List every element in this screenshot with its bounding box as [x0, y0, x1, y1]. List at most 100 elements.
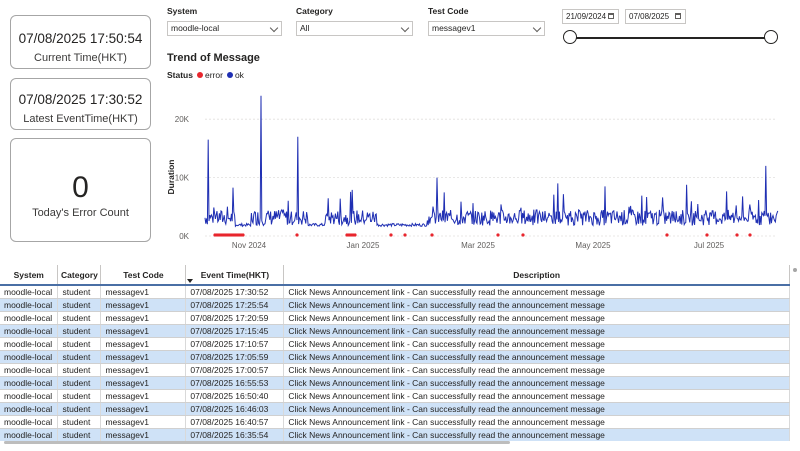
error-point[interactable]: [665, 233, 669, 237]
table-row[interactable]: moodle-local student messagev1 07/08/2025 1…: [0, 376, 790, 390]
latest-event-card: 07/08/2025 17:30:52 Latest EventTime(HKT…: [10, 78, 151, 130]
table-cell: 07/08/2025 17:05:59: [185, 350, 285, 364]
table-cell: student: [57, 285, 102, 299]
system-slicer-label: System: [167, 6, 198, 16]
table-cell: Click News Announcement link - Can succe…: [283, 298, 790, 312]
table-cell: moodle-local: [0, 350, 59, 364]
error-point[interactable]: [241, 233, 245, 237]
date-range-track[interactable]: [570, 37, 771, 39]
event-table: System Category Test Code Event Time(HKT) De…: [0, 265, 790, 441]
chevron-down-icon: [532, 23, 542, 33]
table-cell: student: [57, 324, 102, 338]
error-point[interactable]: [403, 233, 407, 237]
error-point[interactable]: [295, 233, 299, 237]
x-tick-label: Nov 2024: [232, 241, 267, 250]
table-cell: 07/08/2025 17:00:57: [185, 363, 285, 377]
category-dropdown[interactable]: All: [296, 21, 413, 36]
table-cell: moodle-local: [0, 311, 59, 325]
error-point[interactable]: [705, 233, 709, 237]
table-row[interactable]: moodle-local student messagev1 07/08/2025 1…: [0, 350, 790, 364]
table-cell: Click News Announcement link - Can succe…: [283, 402, 790, 416]
table-cell: Click News Announcement link - Can succe…: [283, 428, 790, 441]
table-cell: moodle-local: [0, 402, 59, 416]
table-cell: student: [57, 389, 102, 403]
table-cell: moodle-local: [0, 285, 59, 299]
table-cell: 07/08/2025 17:30:52: [185, 285, 285, 299]
x-tick-label: May 2025: [575, 241, 611, 250]
table-row[interactable]: moodle-local student messagev1 07/08/2025 1…: [0, 363, 790, 377]
error-count-label: Today's Error Count: [32, 207, 129, 219]
error-point[interactable]: [521, 233, 525, 237]
table-cell: moodle-local: [0, 428, 59, 441]
column-header[interactable]: System: [0, 265, 59, 286]
table-cell: 07/08/2025 16:40:57: [185, 415, 285, 429]
table-row[interactable]: moodle-local student messagev1 07/08/2025 1…: [0, 311, 790, 325]
table-cell: messagev1: [100, 376, 187, 390]
table-cell: student: [57, 402, 102, 416]
category-slicer-label: Category: [296, 6, 333, 16]
table-cell: Click News Announcement link - Can succe…: [283, 324, 790, 338]
column-header[interactable]: Test Code: [100, 265, 187, 286]
table-cell: messagev1: [100, 285, 187, 299]
calendar-icon[interactable]: [675, 13, 681, 19]
chevron-down-icon: [400, 23, 410, 33]
table-row[interactable]: moodle-local student messagev1 07/08/2025 1…: [0, 402, 790, 416]
vertical-scrollbar[interactable]: [793, 268, 797, 272]
legend-error-dot: [196, 72, 203, 78]
table-cell: messagev1: [100, 428, 187, 441]
calendar-icon[interactable]: [608, 13, 614, 19]
table-cell: 07/08/2025 16:50:40: [185, 389, 285, 403]
date-range-start-handle[interactable]: [563, 30, 577, 44]
table-cell: student: [57, 350, 102, 364]
table-row[interactable]: moodle-local student messagev1 07/08/2025 1…: [0, 285, 790, 299]
table-cell: messagev1: [100, 402, 187, 416]
test-code-slicer-label: Test Code: [428, 6, 469, 16]
x-tick-label: Jan 2025: [347, 241, 380, 250]
table-cell: student: [57, 376, 102, 390]
error-point[interactable]: [430, 233, 434, 237]
error-point[interactable]: [748, 233, 752, 237]
error-point[interactable]: [353, 233, 357, 237]
current-time-label: Current Time(HKT): [34, 52, 127, 64]
table-row[interactable]: moodle-local student messagev1 07/08/2025 1…: [0, 389, 790, 403]
test-code-slicer: Test Code messagev1: [428, 6, 545, 36]
table-cell: Click News Announcement link - Can succe…: [283, 389, 790, 403]
table-cell: 07/08/2025 16:55:53: [185, 376, 285, 390]
legend-ok-label: ok: [234, 70, 244, 80]
table-cell: moodle-local: [0, 324, 59, 338]
end-date-input[interactable]: 07/08/2025: [625, 9, 686, 24]
legend-ok-dot: [226, 72, 233, 78]
y-tick-label: 0K: [179, 232, 189, 241]
error-point[interactable]: [389, 233, 393, 237]
table-cell: 07/08/2025 17:20:59: [185, 311, 285, 325]
category-dropdown-value: All: [300, 23, 310, 33]
table-row[interactable]: moodle-local student messagev1 07/08/2025 1…: [0, 428, 790, 441]
error-point[interactable]: [735, 233, 739, 237]
legend-title: Status: [167, 70, 193, 80]
column-header[interactable]: Category: [57, 265, 102, 286]
table-cell: moodle-local: [0, 337, 59, 351]
table-row[interactable]: moodle-local student messagev1 07/08/2025 1…: [0, 337, 790, 351]
trend-chart: Duration 0K 10K 20K Nov 2024 Jan 2025 Mar 20…: [166, 95, 779, 250]
table-cell: student: [57, 415, 102, 429]
table-cell: Click News Announcement link - Can succe…: [283, 363, 790, 377]
table-cell: moodle-local: [0, 389, 59, 403]
table-cell: messagev1: [100, 389, 187, 403]
error-point[interactable]: [496, 233, 500, 237]
test-code-dropdown[interactable]: messagev1: [428, 21, 545, 36]
column-header[interactable]: Description: [283, 265, 790, 286]
horizontal-scrollbar[interactable]: [4, 441, 510, 444]
table-cell: Click News Announcement link - Can succe…: [283, 376, 790, 390]
error-count-card: 0 Today's Error Count: [10, 138, 151, 242]
table-row[interactable]: moodle-local student messagev1 07/08/2025 1…: [0, 415, 790, 429]
start-date-input[interactable]: 21/09/2024: [562, 9, 619, 24]
current-time-value: 07/08/2025 17:50:54: [18, 31, 143, 46]
table-row[interactable]: moodle-local student messagev1 07/08/2025 1…: [0, 324, 790, 338]
column-header[interactable]: Event Time(HKT): [185, 265, 285, 286]
table-row[interactable]: moodle-local student messagev1 07/08/2025 1…: [0, 298, 790, 312]
sort-desc-icon[interactable]: [187, 279, 194, 283]
x-tick-label: Jul 2025: [694, 241, 725, 250]
table-cell: messagev1: [100, 311, 187, 325]
date-range-end-handle[interactable]: [764, 30, 778, 44]
system-dropdown[interactable]: moodle-local: [167, 21, 282, 36]
